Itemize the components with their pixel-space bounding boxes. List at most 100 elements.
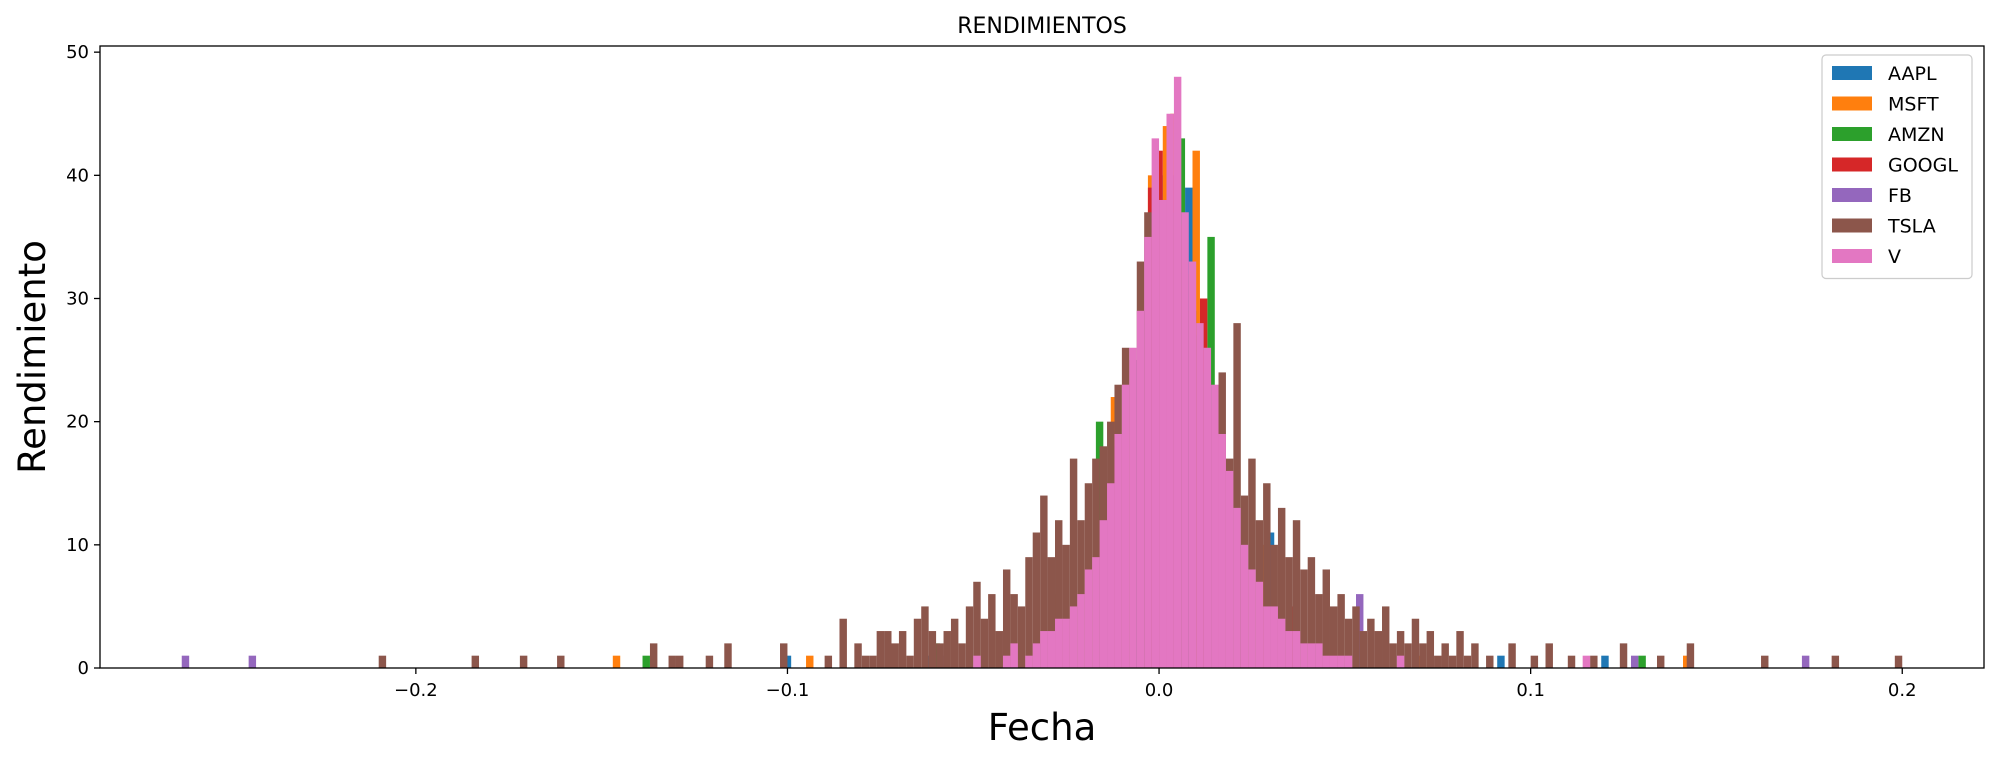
bar-msft-5 xyxy=(1162,126,1171,668)
bar-amzn-7 xyxy=(1638,655,1646,668)
bar-aapl-8 xyxy=(1601,655,1609,668)
bar-tsla-15 xyxy=(876,631,885,668)
bar-tsla-67 xyxy=(1263,483,1271,668)
bar-tsla-34 xyxy=(1017,606,1026,668)
bar-v-9 xyxy=(1069,606,1078,668)
bar-tsla-105 xyxy=(1761,655,1769,668)
bar-tsla-65 xyxy=(1248,458,1256,668)
y-tick-label: 0 xyxy=(78,658,89,679)
plot-frame xyxy=(99,45,1985,669)
legend-swatch-msft xyxy=(1832,96,1872,111)
bar-fb-2 xyxy=(939,655,948,668)
legend-label-aapl: AAPL xyxy=(1888,63,1937,85)
legend-swatch-aapl xyxy=(1832,66,1872,80)
legend-swatch-googl xyxy=(1832,157,1872,172)
bar-tsla-39 xyxy=(1055,520,1063,668)
bar-v-13 xyxy=(1099,520,1108,668)
bar-tsla-4 xyxy=(649,643,658,668)
bar-fb-5 xyxy=(1801,655,1810,668)
bar-tsla-96 xyxy=(1486,655,1494,668)
bar-tsla-19 xyxy=(906,655,914,668)
bar-v-32 xyxy=(1240,544,1249,668)
bar-v-11 xyxy=(1084,569,1093,668)
bar-tsla-98 xyxy=(1530,655,1539,668)
x-tick-label: 0.2 xyxy=(1888,680,1917,701)
bar-tsla-87 xyxy=(1411,618,1420,668)
bar-v-38 xyxy=(1285,631,1293,668)
bar-v-45 xyxy=(1337,655,1345,668)
bar-v-10 xyxy=(1077,594,1085,668)
bar-tsla-79 xyxy=(1352,606,1360,668)
bar-tsla-88 xyxy=(1419,643,1427,668)
bar-v-19 xyxy=(1144,236,1152,668)
legend-label-tsla: TSLA xyxy=(1887,216,1936,238)
bar-tsla-35 xyxy=(1025,557,1033,668)
bar-v-4 xyxy=(1032,643,1041,668)
x-axis: −0.2 −0.1 0.0 0.1 0.2 xyxy=(394,668,1917,701)
bar-tsla-23 xyxy=(936,643,944,668)
bar-tsla-9 xyxy=(780,643,788,668)
bar-tsla-11 xyxy=(839,618,847,668)
bar-v-34 xyxy=(1255,581,1264,668)
histogram-bars xyxy=(181,76,1903,669)
bar-tsla-24 xyxy=(943,631,951,668)
bar-tsla-12 xyxy=(854,643,862,668)
x-tick-label: −0.2 xyxy=(394,680,438,701)
bar-v-5 xyxy=(1040,631,1048,668)
bar-aapl-0 xyxy=(783,655,792,668)
bar-tsla-104 xyxy=(1686,643,1695,668)
legend-label-amzn: AMZN xyxy=(1888,124,1945,146)
bar-tsla-37 xyxy=(1040,495,1048,668)
bar-tsla-86 xyxy=(1404,643,1412,668)
bar-v-35 xyxy=(1263,606,1271,668)
bar-tsla-83 xyxy=(1382,606,1390,668)
bar-tsla-70 xyxy=(1285,557,1293,668)
bar-tsla-32 xyxy=(1002,569,1011,668)
bar-v-7 xyxy=(1055,618,1063,668)
bar-tsla-10 xyxy=(824,655,833,668)
bar-v-31 xyxy=(1233,507,1241,668)
bar-tsla-94 xyxy=(1463,655,1472,668)
bar-tsla-89 xyxy=(1426,631,1435,668)
bar-tsla-8 xyxy=(724,643,732,668)
legend-label-googl: GOOGL xyxy=(1888,155,1958,177)
bar-v-16 xyxy=(1121,384,1130,668)
bar-tsla-2 xyxy=(519,655,528,668)
bar-tsla-102 xyxy=(1619,643,1628,668)
y-tick-label: 40 xyxy=(66,165,89,186)
legend-swatch-fb xyxy=(1832,188,1872,202)
x-tick-label: 0.0 xyxy=(1145,680,1174,701)
bar-tsla-90 xyxy=(1434,655,1442,668)
bar-tsla-93 xyxy=(1456,631,1464,668)
bar-tsla-28 xyxy=(973,581,981,668)
bar-v-33 xyxy=(1248,569,1256,668)
bar-msft-2 xyxy=(1051,594,1059,668)
bar-v-12 xyxy=(1092,557,1100,668)
bar-v-25 xyxy=(1188,261,1197,668)
bar-msft-0 xyxy=(612,655,621,668)
bar-tsla-5 xyxy=(668,655,676,668)
y-tick-label: 30 xyxy=(66,288,89,309)
bar-fb-3 xyxy=(1356,594,1364,668)
series-fb xyxy=(181,594,1810,668)
y-tick-label: 20 xyxy=(66,412,89,433)
bar-v-17 xyxy=(1129,347,1137,668)
bar-tsla-74 xyxy=(1315,594,1323,668)
bar-tsla-73 xyxy=(1307,557,1316,668)
bar-tsla-16 xyxy=(884,631,892,668)
bar-v-18 xyxy=(1136,310,1145,668)
bar-tsla-29 xyxy=(980,618,989,668)
bar-tsla-82 xyxy=(1374,631,1383,668)
bar-v-36 xyxy=(1270,606,1278,668)
bar-v-39 xyxy=(1292,631,1301,668)
bar-tsla-81 xyxy=(1367,618,1375,668)
legend: AAPL MSFT AMZN GOOGL FB TSLA V xyxy=(1821,54,1973,280)
legend-swatch-amzn xyxy=(1832,127,1872,141)
x-tick-label: −0.1 xyxy=(766,680,810,701)
bar-tsla-71 xyxy=(1292,520,1301,668)
bar-v-43 xyxy=(1322,655,1330,668)
bar-amzn-5 xyxy=(1207,236,1215,668)
bar-tsla-20 xyxy=(913,618,922,668)
bar-v-26 xyxy=(1196,323,1204,668)
